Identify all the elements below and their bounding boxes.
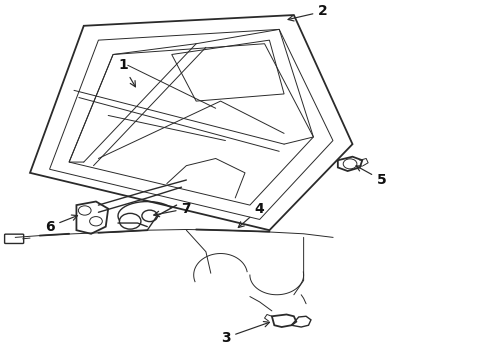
Text: 6: 6 (45, 215, 77, 234)
Text: 3: 3 (220, 321, 270, 345)
Text: 1: 1 (118, 58, 135, 87)
Text: 2: 2 (288, 4, 328, 21)
Text: 5: 5 (356, 166, 387, 187)
Text: 7: 7 (154, 202, 191, 217)
Text: 4: 4 (238, 202, 265, 228)
